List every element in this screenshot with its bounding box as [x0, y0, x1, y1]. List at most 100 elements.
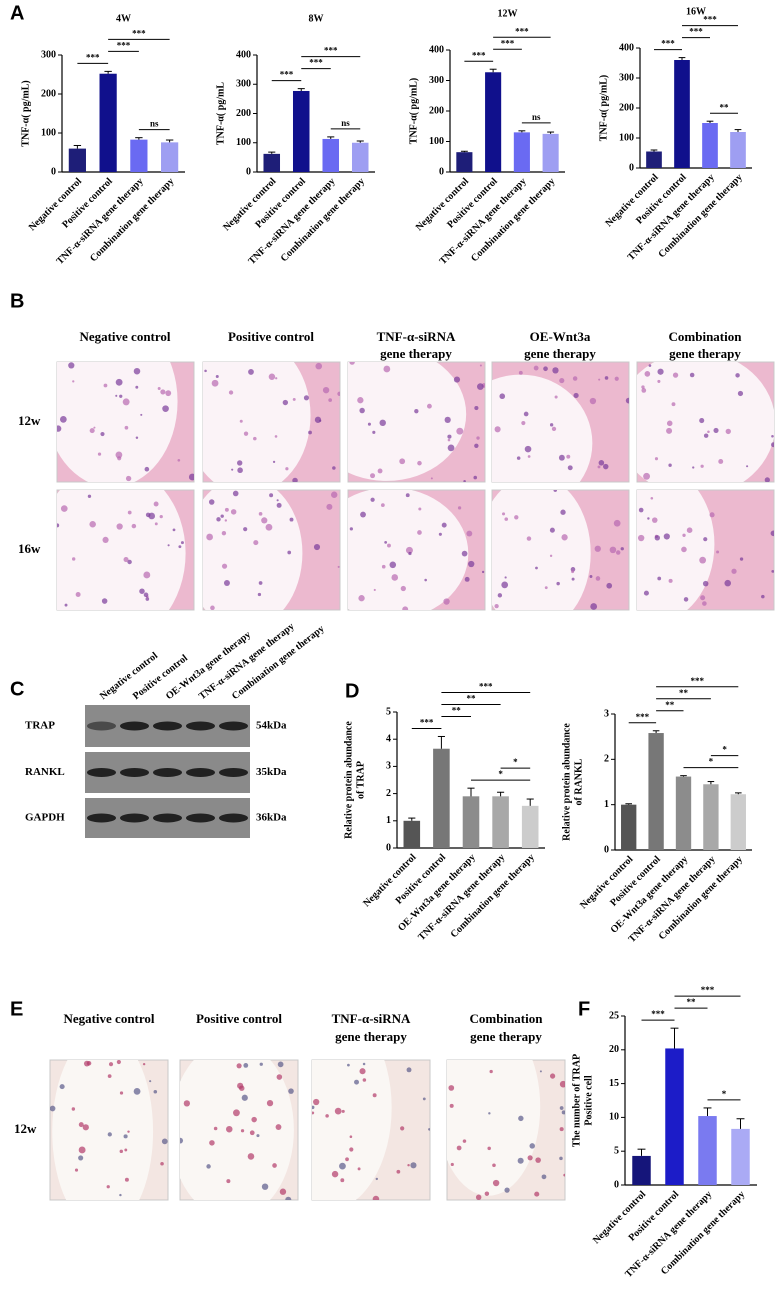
cell: [573, 392, 579, 399]
cell: [261, 1183, 269, 1190]
y-axis-label: of RANKL: [573, 758, 584, 805]
y-tick-label: 100: [41, 127, 56, 138]
cell: [330, 491, 338, 498]
cell: [259, 1062, 263, 1066]
cell: [594, 545, 601, 552]
cell: [206, 1164, 211, 1169]
cell: [261, 517, 268, 524]
cell: [266, 1100, 274, 1107]
cell: [142, 1062, 146, 1066]
significance-label: ***: [86, 52, 100, 62]
cell: [107, 1132, 112, 1137]
cell: [637, 534, 645, 542]
column-header: gene therapy: [669, 346, 741, 361]
cell: [514, 515, 519, 520]
panel-label: D: [345, 680, 359, 702]
y-tick-label: 1: [604, 799, 609, 810]
cell: [354, 1079, 359, 1085]
micrograph: [179, 1059, 299, 1201]
cell: [521, 420, 526, 426]
cell: [216, 517, 221, 522]
cell: [559, 1080, 565, 1088]
cell: [292, 397, 296, 401]
cell: [226, 1125, 233, 1133]
bar: [462, 796, 480, 848]
cell: [334, 1107, 342, 1115]
bar: [698, 1116, 717, 1185]
x-tick-label: Negative control: [27, 176, 84, 233]
cell: [650, 496, 654, 500]
cell: [671, 402, 676, 407]
cell: [180, 1137, 184, 1144]
cell: [501, 581, 509, 589]
micrograph: [491, 361, 630, 483]
cell: [127, 559, 132, 565]
cell: [644, 371, 651, 377]
cell: [161, 1138, 168, 1145]
column-header: Positive control: [196, 1011, 282, 1026]
cell: [424, 578, 427, 582]
cell: [253, 540, 259, 546]
cell: [526, 536, 532, 541]
cell: [269, 493, 274, 498]
size-label: 54kDa: [256, 720, 287, 732]
cell: [561, 534, 568, 541]
y-tick-label: 25: [609, 1010, 619, 1021]
micrograph: [56, 489, 195, 611]
cell: [347, 1063, 350, 1067]
cell: [220, 514, 224, 518]
significance-label: ***: [479, 682, 493, 692]
cell: [328, 398, 332, 402]
significance-label: ***: [501, 38, 515, 48]
cell: [489, 1069, 493, 1074]
cell: [50, 1105, 56, 1112]
cell: [315, 362, 323, 370]
cell: [115, 378, 123, 386]
cell: [682, 533, 686, 537]
error-bar: [707, 781, 715, 785]
cell: [418, 507, 422, 511]
significance-label: *: [722, 745, 727, 755]
cell: [180, 541, 184, 545]
cell: [268, 373, 276, 380]
cell: [178, 545, 182, 549]
cell: [527, 455, 531, 458]
cell: [502, 512, 506, 516]
cell: [149, 1080, 152, 1083]
cell: [153, 501, 159, 507]
cell: [226, 1179, 231, 1184]
cell: [289, 517, 294, 522]
cell: [373, 588, 376, 592]
cell: [735, 373, 740, 378]
cell: [571, 577, 575, 581]
cell: [461, 550, 468, 557]
significance-label: ***: [703, 15, 717, 25]
y-tick-label: 3: [386, 761, 391, 772]
error-bar: [650, 149, 658, 152]
cell: [312, 1105, 315, 1110]
cell: [357, 1167, 361, 1171]
band: [185, 813, 216, 823]
cell: [337, 391, 340, 396]
cell: [492, 1179, 500, 1187]
cell: [78, 1146, 86, 1154]
y-axis-label: of TRAP: [355, 761, 366, 799]
bar: [492, 796, 509, 848]
cell: [108, 1062, 114, 1067]
cell: [713, 427, 719, 434]
micrograph-inner: [312, 1060, 430, 1200]
cell: [237, 467, 243, 474]
cell: [89, 428, 95, 434]
error-bar: [706, 120, 714, 123]
bar: [542, 133, 559, 172]
y-tick-label: 4: [386, 733, 391, 744]
size-label: 35kDa: [256, 766, 287, 778]
cell: [243, 527, 248, 532]
cell: [615, 550, 621, 555]
significance-label: ***: [689, 27, 703, 37]
cell: [494, 604, 499, 609]
cell: [517, 1157, 524, 1164]
micrograph: [49, 1059, 169, 1201]
cell: [533, 365, 539, 371]
cell: [541, 1174, 547, 1180]
